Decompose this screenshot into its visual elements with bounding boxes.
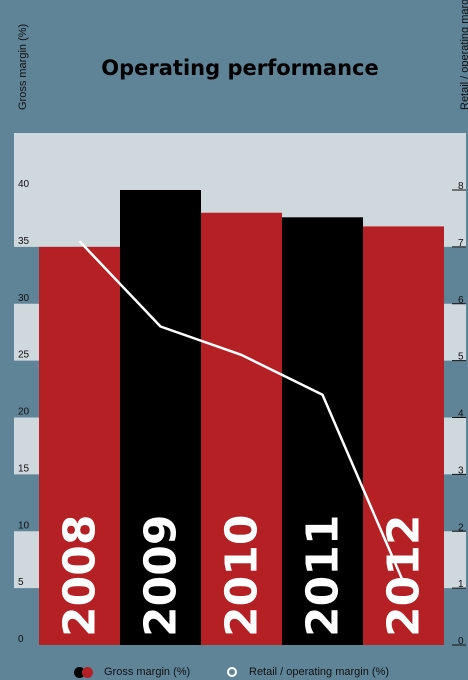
operating-performance-chart: Operating performance Gross margin (%) R… (14, 0, 468, 647)
right-tick-label: 4 (458, 409, 464, 420)
legend: Gross margin (%) Retail / operating marg… (0, 664, 468, 680)
bar-2011 (282, 217, 363, 646)
bar-2012 (363, 226, 444, 645)
bar-2009 (120, 190, 201, 645)
bar-year-label: 2008 (55, 515, 106, 637)
left-axis-label: Gross margin (%) (17, 24, 29, 110)
right-tick-label: 1 (458, 579, 464, 590)
bar-year-label: 2009 (136, 515, 187, 637)
plot-area: 0 5 10 15 20 25 30 35 40 0 1 2 3 4 5 6 7 8 2008 2009 2010 201… (14, 133, 466, 647)
legend-item-retail-margin: Retail / operating margin (%) (227, 666, 389, 678)
right-axis-label: Retail / operating margin (%) (459, 0, 468, 110)
right-tick-label: 0 (458, 636, 464, 647)
right-tick-label: 3 (458, 465, 464, 476)
left-tick-label: 40 (18, 179, 30, 190)
right-tick-label: 7 (458, 238, 464, 249)
legend-label-gross-margin: Gross margin (%) (104, 666, 191, 678)
right-tick-label: 6 (458, 295, 464, 306)
left-tick-label: 15 (18, 463, 30, 474)
legend-label-retail-margin: Retail / operating margin (%) (249, 666, 390, 678)
left-tick-label: 5 (18, 577, 24, 588)
bar-2010 (201, 212, 282, 645)
left-tick-label: 25 (18, 350, 30, 361)
left-tick-label: 30 (18, 293, 30, 304)
bar-year-label: 2010 (217, 515, 268, 637)
retail-margin-swatch-icon (227, 667, 237, 677)
bar-2008 (39, 246, 120, 645)
gross-margin-swatch-icon (74, 666, 94, 678)
plot-band (14, 133, 466, 190)
chart-title: Operating performance (101, 56, 378, 80)
right-tick-label: 5 (458, 352, 464, 363)
left-tick-label: 0 (18, 634, 24, 645)
left-tick-label: 20 (18, 407, 30, 418)
left-tick-label: 35 (18, 236, 30, 247)
bar-year-label: 2012 (379, 515, 430, 637)
bar-year-label: 2011 (298, 515, 349, 637)
right-tick-label: 8 (458, 181, 464, 192)
left-tick-label: 10 (18, 520, 30, 531)
legend-item-gross-margin: Gross margin (%) (74, 666, 190, 678)
right-tick-label: 2 (458, 522, 464, 533)
